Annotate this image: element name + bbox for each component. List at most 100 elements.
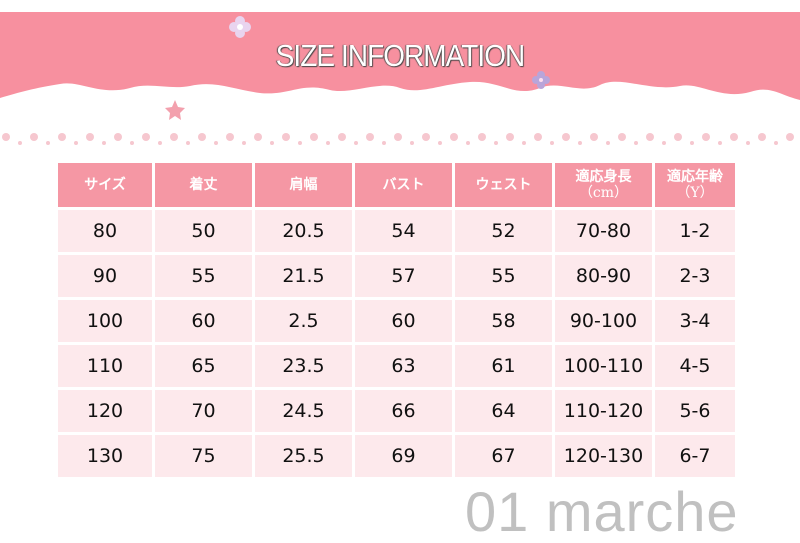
lace-dot (186, 141, 190, 145)
lace-flower (86, 133, 94, 141)
table-cell: 20.5 (255, 210, 352, 252)
lace-flower (254, 133, 262, 141)
header-label: ウェスト (475, 177, 532, 193)
lace-dot (690, 141, 694, 145)
table-cell: 75 (155, 435, 252, 477)
lace-dot (634, 141, 638, 145)
lace-dot (606, 141, 610, 145)
header-row: サイズ 着丈 肩幅 バスト ウェスト 適応身長 （cm） 適応年齢 （Y） (58, 163, 735, 207)
lace-flower (590, 133, 598, 141)
table-cell: 60 (355, 300, 452, 342)
lace-flower (450, 133, 458, 141)
lace-flower (646, 133, 654, 141)
table-cell: 58 (455, 300, 552, 342)
column-header: バスト (355, 163, 452, 207)
table-cell: 61 (455, 345, 552, 387)
lace-dot (746, 141, 750, 145)
table-cell: 50 (155, 210, 252, 252)
column-header: 適応身長 （cm） (555, 163, 652, 207)
table-cell: 70-80 (555, 210, 652, 252)
lace-dot (410, 141, 414, 145)
table-row: 100 60 2.5 60 58 90-100 3-4 (58, 300, 735, 342)
table-cell: 120 (58, 390, 152, 432)
table-cell: 80-90 (555, 255, 652, 297)
table-row: 80 50 20.5 54 52 70-80 1-2 (58, 210, 735, 252)
table-row: 110 65 23.5 63 61 100-110 4-5 (58, 345, 735, 387)
lace-flower (114, 133, 122, 141)
table-cell: 130 (58, 435, 152, 477)
table-cell: 69 (355, 435, 452, 477)
table-cell: 63 (355, 345, 452, 387)
table-cell: 55 (455, 255, 552, 297)
lace-dot (578, 141, 582, 145)
table-cell: 110 (58, 345, 152, 387)
lace-dot (46, 141, 50, 145)
lace-flower (282, 133, 290, 141)
lace-dot (774, 141, 778, 145)
lace-dot (298, 141, 302, 145)
header-label: バスト (382, 177, 425, 193)
lace-dot (550, 141, 554, 145)
table-cell: 1-2 (655, 210, 735, 252)
lace-flower (394, 133, 402, 141)
table-cell: 21.5 (255, 255, 352, 297)
lace-flower (142, 133, 150, 141)
table-cell: 6-7 (655, 435, 735, 477)
header-label: 着丈 (189, 177, 218, 193)
lace-dot (494, 141, 498, 145)
table-cell: 55 (155, 255, 252, 297)
table-cell: 90-100 (555, 300, 652, 342)
table-row: 130 75 25.5 69 67 120-130 6-7 (58, 435, 735, 477)
table-cell: 23.5 (255, 345, 352, 387)
lace-flower (226, 133, 234, 141)
table-cell: 100 (58, 300, 152, 342)
lace-flower (478, 133, 486, 141)
table-cell: 60 (155, 300, 252, 342)
banner-decoration (0, 12, 800, 120)
table-cell: 90 (58, 255, 152, 297)
lace-dot (522, 141, 526, 145)
lace-flower (310, 133, 318, 141)
lace-dot (718, 141, 722, 145)
table-cell: 25.5 (255, 435, 352, 477)
lace-dot (354, 141, 358, 145)
lace-flower (2, 133, 10, 141)
table-cell: 3-4 (655, 300, 735, 342)
header-label: 適応身長 (575, 169, 632, 185)
star-icon (165, 100, 185, 120)
table-cell: 80 (58, 210, 152, 252)
lace-flower (506, 133, 514, 141)
table-cell: 64 (455, 390, 552, 432)
table-cell: 120-130 (555, 435, 652, 477)
page-title: SIZE INFORMATION (275, 38, 525, 73)
size-table: サイズ 着丈 肩幅 バスト ウェスト 適応身長 （cm） 適応年齢 （Y） 80 50 20.5 54… (55, 160, 738, 480)
lace-flower (30, 133, 38, 141)
lace-dot (466, 141, 470, 145)
table-cell: 67 (455, 435, 552, 477)
lace-flower (562, 133, 570, 141)
lace-dot (326, 141, 330, 145)
lace-flower (366, 133, 374, 141)
watermark: 01 marche (465, 480, 739, 543)
lace-dot (214, 141, 218, 145)
column-header: 適応年齢 （Y） (655, 163, 735, 207)
lace-flower (674, 133, 682, 141)
table-cell: 100-110 (555, 345, 652, 387)
table-cell: 5-6 (655, 390, 735, 432)
lace-flower (730, 133, 738, 141)
header-label: サイズ (84, 177, 126, 193)
lace-flower (702, 133, 710, 141)
header-label: 肩幅 (289, 177, 318, 193)
column-header: 着丈 (155, 163, 252, 207)
lace-flower (758, 133, 766, 141)
table-cell: 2-3 (655, 255, 735, 297)
table-cell: 52 (455, 210, 552, 252)
lace-dot (130, 141, 134, 145)
flower-icon (532, 71, 550, 89)
table-cell: 57 (355, 255, 452, 297)
lace-dot (74, 141, 78, 145)
lace-flower (422, 133, 430, 141)
header-unit: （Y） (676, 185, 714, 201)
table-cell: 4-5 (655, 345, 735, 387)
lace-dot (242, 141, 246, 145)
